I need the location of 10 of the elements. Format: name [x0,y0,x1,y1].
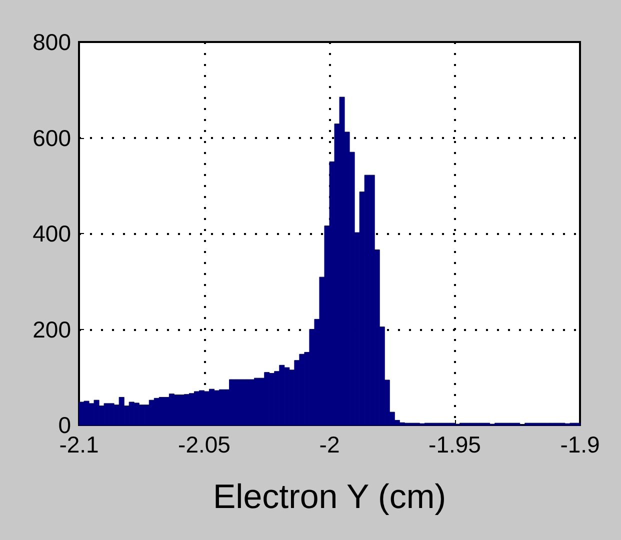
x-tick-label: -2 [319,432,340,458]
y-tick-label: 600 [32,124,71,151]
x-tick-label: -2.05 [178,432,230,458]
y-tick-label: 800 [32,29,71,55]
x-tick-label: -1.9 [560,432,600,458]
y-tick-label: 400 [32,220,71,246]
y-tick-label: 0 [58,412,71,438]
x-axis-title: Electron Y (cm) [212,478,446,516]
x-tick-label: -1.95 [428,432,481,458]
y-tick-label: 200 [32,316,71,342]
